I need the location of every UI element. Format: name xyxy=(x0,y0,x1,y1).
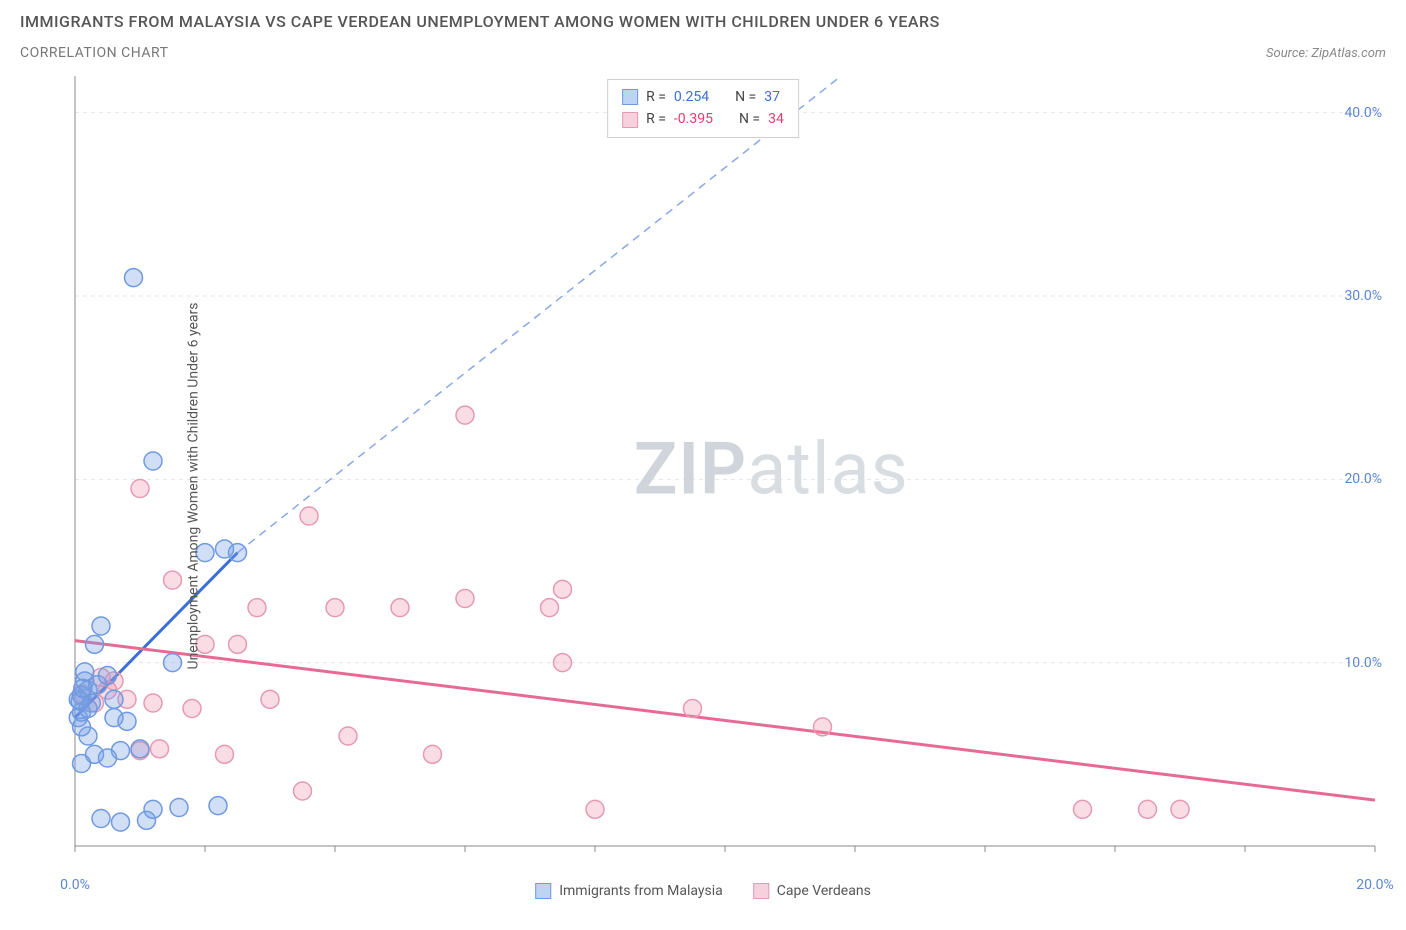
n-value-b: 34 xyxy=(768,108,784,130)
swatch-pink-icon xyxy=(622,112,638,128)
correlation-legend: R = 0.254 N = 37 R = -0.395 N = 34 xyxy=(607,79,799,138)
legend-item-b: Cape Verdeans xyxy=(753,883,871,899)
correlation-row-b: R = -0.395 N = 34 xyxy=(622,108,784,130)
r-value-a: 0.254 xyxy=(674,86,709,108)
source-attribution: Source: ZipAtlas.com xyxy=(1266,46,1386,61)
y-tick-label: 30.0% xyxy=(1344,288,1382,304)
r-label-a: R = xyxy=(646,86,666,108)
swatch-blue-icon xyxy=(622,89,638,105)
r-value-b: -0.395 xyxy=(674,108,713,130)
scatter-plot xyxy=(20,71,1386,901)
chart-subtitle: CORRELATION CHART xyxy=(20,45,168,61)
y-tick-label: 40.0% xyxy=(1344,105,1382,121)
legend-label-a: Immigrants from Malaysia xyxy=(559,883,723,899)
series-legend: Immigrants from Malaysia Cape Verdeans xyxy=(535,883,871,899)
x-tick-label: 0.0% xyxy=(60,877,90,893)
legend-swatch-blue-icon xyxy=(535,883,551,899)
y-tick-label: 10.0% xyxy=(1344,655,1382,671)
x-tick-label: 20.0% xyxy=(1356,877,1394,893)
y-tick-label: 20.0% xyxy=(1344,471,1382,487)
legend-swatch-pink-icon xyxy=(753,883,769,899)
legend-label-b: Cape Verdeans xyxy=(777,883,871,899)
y-axis-label: Unemployment Among Women with Children U… xyxy=(186,302,202,669)
page-title: IMMIGRANTS FROM MALAYSIA VS CAPE VERDEAN… xyxy=(20,12,1386,31)
legend-item-a: Immigrants from Malaysia xyxy=(535,883,723,899)
n-label-a: N = xyxy=(735,86,756,108)
chart-container: Unemployment Among Women with Children U… xyxy=(20,71,1386,901)
subtitle-row: CORRELATION CHART Source: ZipAtlas.com xyxy=(20,45,1386,61)
n-label-b: N = xyxy=(739,108,760,130)
r-label-b: R = xyxy=(646,108,666,130)
n-value-a: 37 xyxy=(764,86,780,108)
correlation-row-a: R = 0.254 N = 37 xyxy=(622,86,784,108)
